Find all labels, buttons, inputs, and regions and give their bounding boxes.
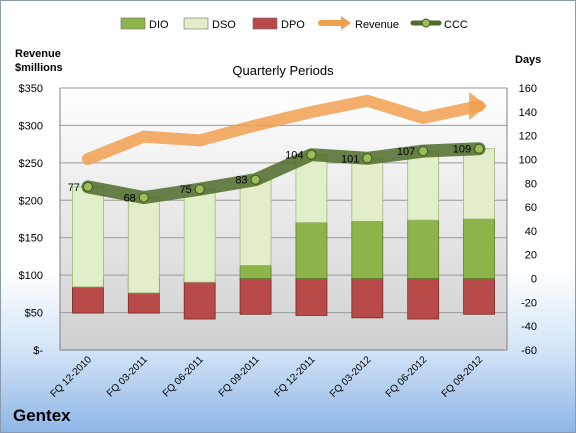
x-tick-label: FQ 03-2011: [105, 354, 150, 399]
x-tick-label: FQ 06-2011: [161, 354, 206, 399]
ccc-point: [362, 153, 373, 164]
right-tick-label: -40: [521, 321, 537, 333]
ccc-point: [250, 174, 261, 185]
revenue-line: [81, 94, 486, 166]
ccc-data-label: 104: [285, 150, 303, 162]
dso-bar: [463, 148, 495, 220]
left-tick-label: $100: [19, 270, 43, 282]
legend-label-dso: DSO: [212, 19, 236, 31]
right-tick-label: 120: [519, 131, 537, 143]
right-tick-label: -60: [521, 345, 537, 357]
legend-swatch-dso: [183, 17, 209, 30]
chart-title: Quarterly Periods: [232, 63, 334, 78]
dpo-bar: [239, 278, 272, 315]
left-axis-label-line2: $millions: [15, 62, 63, 74]
revenue-arrowhead: [469, 91, 488, 120]
ccc-data-label: 77: [68, 182, 80, 194]
left-tick-label: $150: [19, 233, 43, 245]
right-tick-label: 140: [519, 107, 537, 119]
right-tick-label: 20: [525, 250, 537, 262]
legend: DIO DSO DPO Revenue CCC: [120, 16, 468, 31]
dso-bar: [351, 157, 384, 222]
dio-bar: [407, 219, 440, 279]
ccc-point: [418, 146, 429, 157]
right-axis-label: Days: [515, 54, 541, 66]
dio-bar: [463, 218, 495, 279]
chart-svg: 77 68 75 83 104 101 107 109 $- $50 $100 $150 $200 $2…: [15, 16, 541, 400]
dso-bar: [183, 188, 216, 283]
ccc-line: [81, 142, 486, 205]
dio-bar: [239, 265, 272, 279]
ccc-data-label: 83: [235, 175, 247, 187]
lines-layer: [81, 91, 488, 205]
right-tick-label: 160: [519, 83, 537, 95]
dpo-bar: [295, 278, 328, 316]
legend-swatch-dpo: [252, 17, 278, 30]
bars-layer: [72, 148, 495, 320]
left-tick-label: $50: [25, 308, 43, 320]
x-tick-label: FQ 09-2011: [217, 354, 262, 399]
legend-swatch-dio: [120, 17, 146, 30]
x-tick-label: FQ 06-2012: [384, 354, 430, 400]
ccc-data-label: 75: [179, 184, 191, 196]
legend-label-ccc: CCC: [444, 19, 468, 31]
ccc-data-label: 101: [341, 153, 359, 165]
left-tick-label: $300: [19, 120, 43, 132]
dpo-bar: [463, 278, 495, 315]
x-tick-label: FQ 12-2010: [49, 354, 95, 400]
company-name: Gentex: [13, 406, 71, 425]
dpo-bar: [351, 278, 384, 319]
x-axis-ticks: FQ 12-2010 FQ 03-2011 FQ 06-2011 FQ 09-2011…: [49, 354, 486, 400]
ccc-data-label: 109: [453, 144, 471, 156]
right-tick-label: 100: [519, 154, 537, 166]
dio-bar: [351, 220, 384, 279]
right-tick-label: 60: [525, 202, 537, 214]
left-tick-label: $200: [19, 195, 43, 207]
legend-label-dio: DIO: [149, 19, 169, 31]
legend-label-dpo: DPO: [281, 19, 305, 31]
left-tick-label: $350: [19, 83, 43, 95]
left-tick-label: $-: [33, 345, 43, 357]
ccc-point: [306, 149, 317, 160]
ccc-point: [138, 192, 149, 203]
ccc-data-label: 107: [397, 146, 415, 158]
dso-bar: [127, 197, 160, 294]
data-labels-layer: 77 68 75 83 104 101 107 109: [68, 144, 471, 205]
dpo-bar: [407, 278, 440, 320]
dso-bar: [407, 150, 440, 221]
x-tick-label: FQ 03-2012: [328, 354, 374, 400]
left-tick-label: $250: [19, 158, 43, 170]
x-tick-label: FQ 09-2012: [440, 354, 486, 400]
legend-marker-ccc: [421, 18, 431, 28]
dso-bar: [239, 179, 272, 266]
x-tick-label: FQ 12-2011: [273, 354, 318, 399]
dio-bar: [295, 222, 328, 279]
right-tick-label: 0: [531, 274, 537, 286]
dso-bar: [72, 186, 104, 288]
dpo-bar: [183, 278, 216, 320]
legend-arrowhead-revenue: [341, 16, 351, 30]
plot-area: [60, 88, 507, 350]
left-axis-label-line1: Revenue: [15, 48, 61, 60]
ccc-data-label: 68: [124, 193, 136, 205]
right-tick-label: 80: [525, 178, 537, 190]
left-axis-ticks: $- $50 $100 $150 $200 $250 $300 $350: [19, 83, 44, 357]
right-tick-label: 40: [525, 226, 537, 238]
ccc-point: [194, 184, 205, 195]
legend-label-revenue: Revenue: [355, 19, 399, 31]
right-tick-label: -20: [521, 297, 537, 309]
ccc-point: [474, 143, 485, 154]
ccc-point: [82, 181, 93, 192]
right-axis-ticks: -60 -40 -20 0 20 40 60 80 100 120 140 160: [519, 83, 537, 357]
